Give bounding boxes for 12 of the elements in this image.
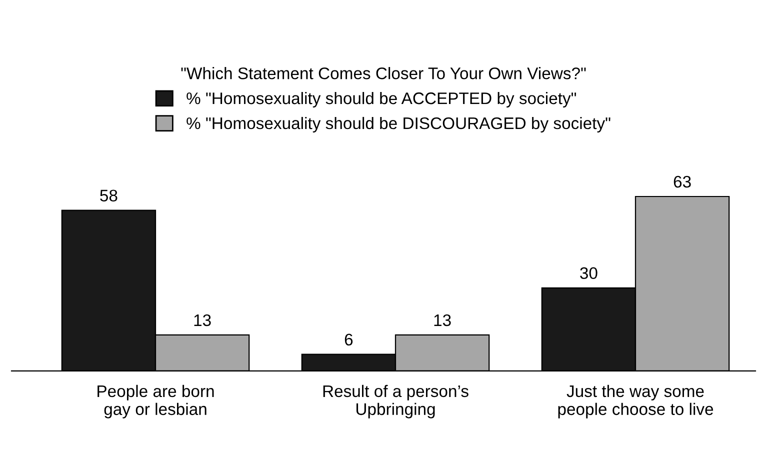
x-tick-label: Result of a person’s Upbringing: [323, 384, 468, 418]
data-label: 13: [434, 314, 451, 326]
data-label: 30: [580, 267, 598, 280]
data-label: 6: [344, 334, 353, 346]
x-tick-label: Just the way some people choose to live: [558, 384, 714, 418]
x-tick-label: People are born gay or lesbian: [98, 384, 214, 418]
legend-label: % "Homosexuality should be ACCEPTED by society": [186, 92, 576, 108]
legend-title: "Which Statement Comes Closer To Your Own Views?": [181, 67, 586, 80]
data-label: 58: [100, 190, 118, 202]
data-label: 63: [674, 176, 691, 188]
data-label: 13: [194, 314, 211, 326]
legend-label: % "Homosexuality should be DISCOURAGED by society": [186, 116, 610, 132]
